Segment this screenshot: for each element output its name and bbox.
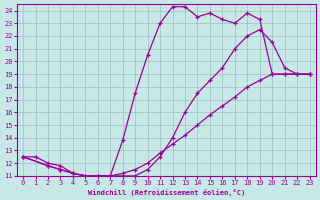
X-axis label: Windchill (Refroidissement éolien,°C): Windchill (Refroidissement éolien,°C) <box>88 189 245 196</box>
